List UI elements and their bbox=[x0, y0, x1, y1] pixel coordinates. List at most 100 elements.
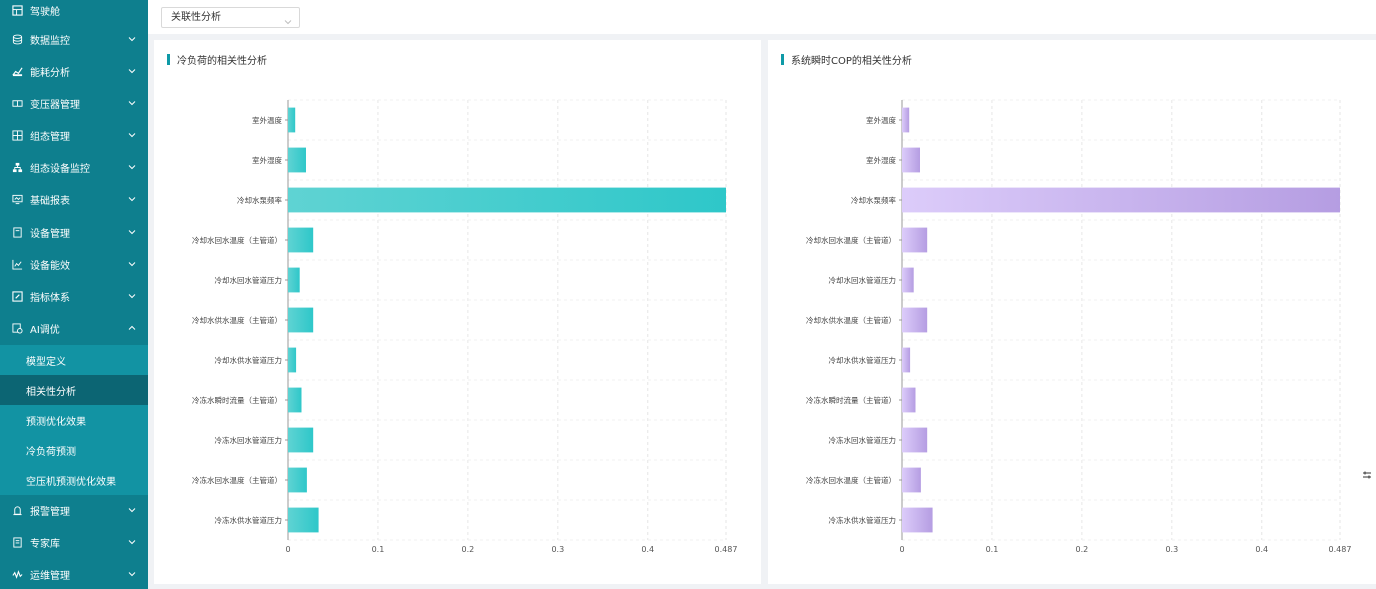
bar bbox=[288, 507, 319, 533]
y-tick-label: 室外湿度 bbox=[252, 155, 282, 165]
database-icon bbox=[12, 34, 23, 45]
analysis-type-value: 关联性分析 bbox=[171, 12, 221, 23]
x-tick-label: 0.3 bbox=[1165, 545, 1178, 554]
chevron-down-icon bbox=[128, 195, 136, 203]
sidebar-item-config[interactable]: 组态管理 bbox=[0, 119, 148, 151]
trend-chart-icon bbox=[12, 66, 23, 77]
panel-title: 系统瞬时COP的相关性分析 bbox=[781, 53, 912, 67]
sidebar-item-device-efficiency[interactable]: 设备能效 bbox=[0, 248, 148, 280]
bar bbox=[902, 147, 920, 173]
sidebar-item-alarm[interactable]: 报警管理 bbox=[0, 494, 148, 526]
device-icon bbox=[12, 226, 23, 238]
bar bbox=[902, 187, 1340, 213]
x-tick-label: 0.1 bbox=[372, 545, 385, 554]
sidebar-item-data-monitor[interactable]: 数据监控 bbox=[0, 23, 148, 55]
alarm-icon bbox=[12, 505, 23, 516]
chevron-down-icon bbox=[128, 570, 136, 578]
title-accent-bar bbox=[167, 53, 170, 65]
bar bbox=[288, 227, 314, 253]
bar bbox=[288, 387, 302, 413]
bar bbox=[902, 107, 910, 133]
sidebar-item-label: 数据监控 bbox=[30, 35, 70, 47]
sidebar-item-label: 能耗分析 bbox=[30, 67, 70, 79]
panel-title-text: 冷负荷的相关性分析 bbox=[177, 55, 267, 67]
chevron-up-icon bbox=[128, 324, 136, 332]
sidebar-subitem-model-definition[interactable]: 模型定义 bbox=[0, 345, 148, 375]
bar bbox=[288, 187, 726, 213]
chevron-down-icon bbox=[128, 260, 136, 268]
chevron-down-icon bbox=[128, 163, 136, 171]
sidebar-item-report[interactable]: 基础报表 bbox=[0, 183, 148, 215]
y-tick-label: 冷却水回水管道压力 bbox=[829, 275, 897, 285]
bar bbox=[288, 267, 300, 293]
y-tick-label: 冷却水回水管道压力 bbox=[215, 275, 283, 285]
edit-icon bbox=[12, 290, 23, 302]
report-icon bbox=[12, 194, 23, 205]
top-toolbar: 关联性分析 bbox=[148, 0, 1376, 34]
y-tick-label: 冷冻水回水温度（主管道） bbox=[192, 475, 282, 485]
analysis-type-select[interactable]: 关联性分析 bbox=[161, 7, 300, 28]
y-tick-label: 冷却水供水管道压力 bbox=[829, 355, 897, 365]
x-tick-label: 0.487 bbox=[715, 545, 738, 554]
x-tick-label: 0 bbox=[285, 545, 290, 554]
sidebar-item-label: 驾驶舱 bbox=[30, 6, 60, 18]
sidebar-item-label: 组态设备监控 bbox=[30, 163, 90, 175]
sidebar-subitem-cooling-load-forecast[interactable]: 冷负荷预测 bbox=[0, 435, 148, 465]
x-tick-label: 0.2 bbox=[462, 545, 475, 554]
y-tick-label: 室外温度 bbox=[866, 115, 896, 125]
grid-icon bbox=[12, 129, 23, 141]
panel-title-text: 系统瞬时COP的相关性分析 bbox=[791, 55, 912, 67]
sidebar-item-energy[interactable]: 能耗分析 bbox=[0, 55, 148, 87]
sidebar-item-device-mgmt[interactable]: 设备管理 bbox=[0, 216, 148, 248]
sidebar-item-ops[interactable]: 运维管理 bbox=[0, 558, 148, 589]
bar bbox=[902, 387, 916, 413]
sidebar-item-label: 报警管理 bbox=[30, 506, 70, 518]
cop-correlation-chart: 0 0.1 0.2 0.3 0.4 0.487 室外温度室外湿度冷却水泵频率冷却水回水温度（… bbox=[806, 99, 1351, 554]
bar bbox=[902, 467, 921, 493]
network-icon bbox=[12, 162, 23, 173]
cop-panel: 系统瞬时COP的相关性分析 0 0.1 0.2 0.3 0.4 0.487 室外温度 室外湿度… bbox=[768, 40, 1376, 584]
line-chart-icon bbox=[12, 259, 23, 270]
chevron-down-icon bbox=[128, 506, 136, 514]
bar bbox=[288, 467, 307, 493]
y-tick-label: 冷冻水回水管道压力 bbox=[215, 435, 283, 445]
sidebar-item-label: 设备管理 bbox=[30, 228, 70, 240]
bar bbox=[902, 307, 928, 333]
sidebar-item-indicator[interactable]: 指标体系 bbox=[0, 280, 148, 312]
y-tick-label: 冷冻水供水管道压力 bbox=[829, 515, 897, 525]
sidebar: 驾驶舱 数据监控 能耗分析 变压器管理 组态管理 组态设备监控 基础报表 设备管… bbox=[0, 0, 148, 589]
sidebar-subitem-compressor-effect[interactable]: 空压机预测优化效果 bbox=[0, 465, 148, 495]
sidebar-subitem-correlation[interactable]: 相关性分析 bbox=[0, 375, 148, 405]
cockpit-icon bbox=[12, 4, 23, 16]
bar bbox=[288, 427, 314, 453]
bar bbox=[902, 427, 928, 453]
cooling-load-correlation-chart: 0 0.1 0.2 0.3 0.4 0.487 室外温度室外湿度冷却水泵频率冷却水回水温度（… bbox=[192, 99, 738, 554]
panel-title: 冷负荷的相关性分析 bbox=[167, 53, 267, 67]
wave-icon bbox=[12, 569, 23, 580]
x-tick-label: 0 bbox=[899, 545, 904, 554]
sidebar-subitem-prediction-effect[interactable]: 预测优化效果 bbox=[0, 405, 148, 435]
bar bbox=[288, 347, 297, 373]
sidebar-item-label: 变压器管理 bbox=[30, 99, 80, 111]
book-icon bbox=[12, 536, 23, 548]
y-tick-label: 冷却水回水温度（主管道） bbox=[192, 235, 282, 245]
sidebar-subitem-label: 冷负荷预测 bbox=[26, 446, 76, 458]
cooling-load-panel: 冷负荷的相关性分析 0 0.1 0.2 0.3 0.4 0.487 室外温度 室外湿度 冷却水泵… bbox=[154, 40, 761, 584]
settings-sliders-icon[interactable] bbox=[1362, 465, 1372, 479]
sidebar-item-ai-tune[interactable]: AI调优 bbox=[0, 312, 148, 344]
y-tick-label: 冷却水供水温度（主管道） bbox=[806, 315, 896, 325]
y-tick-label: 冷却水泵频率 bbox=[851, 195, 896, 205]
chevron-down-icon bbox=[128, 538, 136, 546]
x-tick-label: 0.4 bbox=[641, 545, 654, 554]
y-tick-label: 室外温度 bbox=[252, 115, 282, 125]
sidebar-item-label: AI调优 bbox=[30, 324, 60, 336]
sidebar-item-expert[interactable]: 专家库 bbox=[0, 526, 148, 558]
bar bbox=[902, 267, 914, 293]
bar bbox=[288, 107, 296, 133]
ai-tune-icon bbox=[12, 322, 23, 334]
x-tick-label: 0.2 bbox=[1076, 545, 1089, 554]
sidebar-item-cockpit[interactable]: 驾驶舱 bbox=[0, 0, 148, 26]
sidebar-item-transformer[interactable]: 变压器管理 bbox=[0, 87, 148, 119]
sidebar-item-config-device[interactable]: 组态设备监控 bbox=[0, 151, 148, 183]
bar bbox=[902, 507, 933, 533]
